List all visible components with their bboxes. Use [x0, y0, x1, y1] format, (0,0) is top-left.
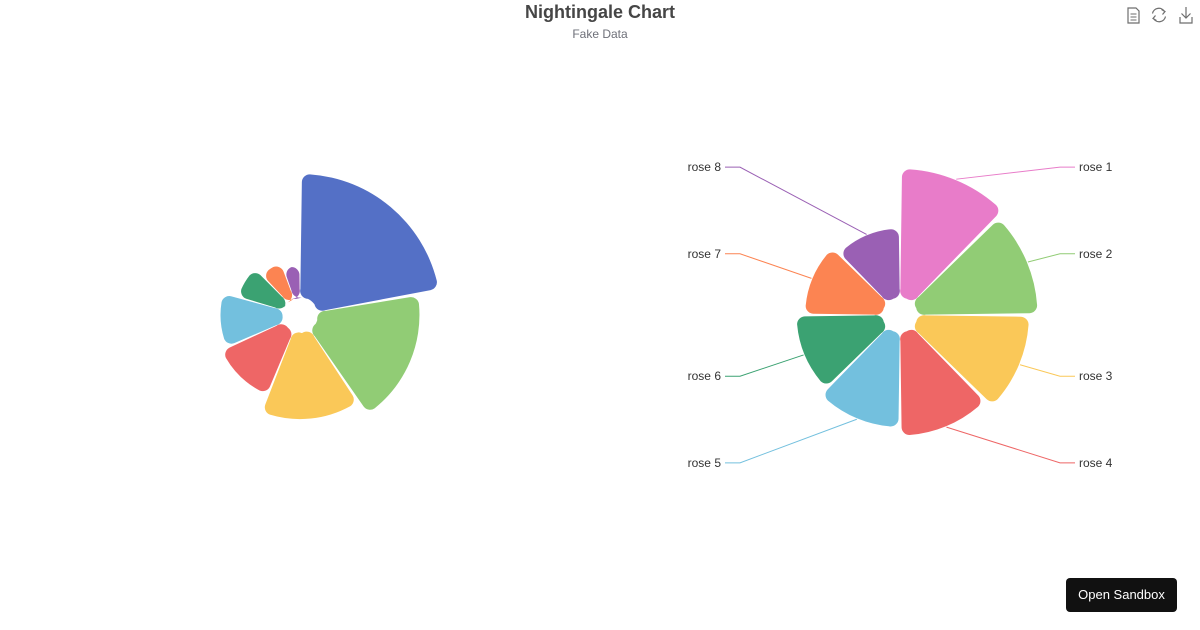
- slice-label-rose-6: rose 6: [688, 369, 722, 383]
- label-line-rose-3: [1019, 364, 1075, 377]
- rose-sector-rose-4[interactable]: [225, 324, 292, 392]
- rose-chart-radius: [220, 174, 437, 420]
- label-line-rose-6: [725, 354, 804, 377]
- rose-sector-rose-4[interactable]: [900, 329, 981, 436]
- rose-sector-rose-8[interactable]: [843, 229, 900, 301]
- rose-sector-rose-8[interactable]: [286, 266, 302, 299]
- data-view-icon[interactable]: [1127, 7, 1140, 24]
- toolbox: [1127, 7, 1193, 24]
- chart-subtitle: Fake Data: [572, 27, 628, 41]
- open-sandbox-button[interactable]: Open Sandbox: [1066, 578, 1177, 612]
- slice-label-rose-5: rose 5: [688, 456, 722, 470]
- chart-title: Nightingale Chart: [525, 2, 675, 22]
- slice-label-rose-1: rose 1: [1079, 160, 1113, 174]
- rose-sector-rose-5[interactable]: [825, 329, 900, 427]
- slice-label-rose-7: rose 7: [688, 247, 722, 261]
- label-line-rose-8: [725, 166, 867, 235]
- slice-label-rose-2: rose 2: [1079, 247, 1113, 261]
- rose-sector-rose-6[interactable]: [797, 315, 886, 384]
- rose-sector-rose-2[interactable]: [914, 222, 1038, 315]
- label-line-rose-4: [946, 426, 1075, 464]
- slice-label-rose-3: rose 3: [1079, 369, 1113, 383]
- rose-sector-rose-5[interactable]: [220, 296, 283, 344]
- rose-chart-area: rose 1 rose 2 rose 3 rose 4 rose 5 rose 6 rose…: [688, 160, 1113, 470]
- restore-icon[interactable]: [1151, 7, 1167, 23]
- save-image-icon[interactable]: [1179, 7, 1193, 24]
- label-line-rose-5: [725, 418, 857, 464]
- rose-sector-rose-3[interactable]: [264, 331, 354, 420]
- rose-sector-rose-2[interactable]: [312, 297, 420, 410]
- rose-sector-rose-7[interactable]: [805, 252, 886, 315]
- rose-sector-rose-6[interactable]: [241, 273, 287, 309]
- rose-sector-rose-1[interactable]: [300, 174, 437, 311]
- slice-label-rose-8: rose 8: [688, 160, 722, 174]
- rose-sector-rose-3[interactable]: [914, 315, 1029, 402]
- label-line-rose-2: [1027, 253, 1075, 263]
- label-line-rose-1: [956, 166, 1075, 180]
- rose-sector-rose-7[interactable]: [266, 266, 295, 303]
- slice-label-rose-4: rose 4: [1079, 456, 1113, 470]
- rose-sector-rose-1[interactable]: [900, 169, 999, 301]
- label-line-rose-7: [725, 253, 812, 279]
